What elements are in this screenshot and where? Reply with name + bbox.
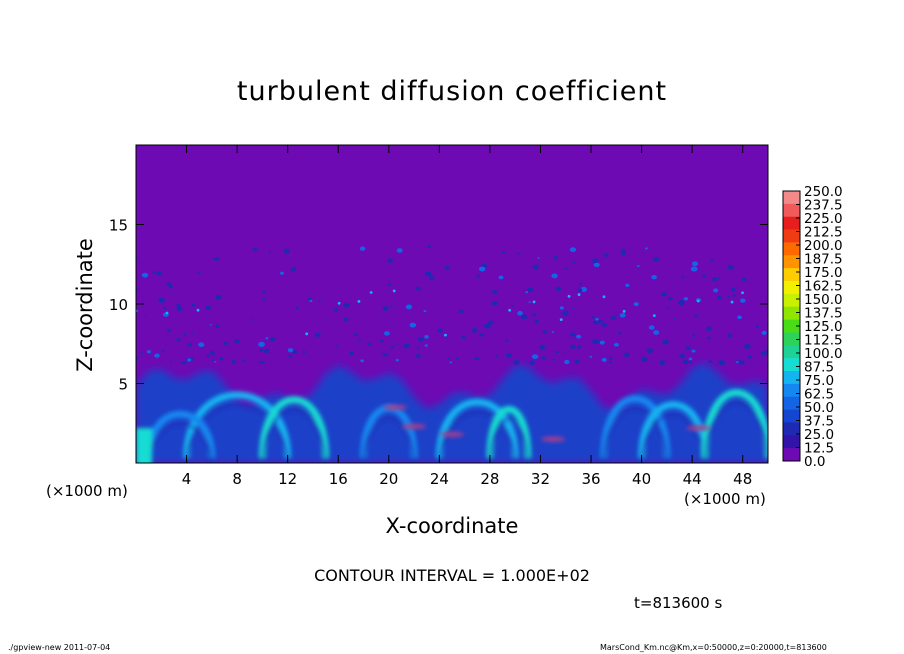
x-tick-label: 28 (480, 470, 499, 488)
time-label: t=813600 s (634, 594, 723, 612)
x-tick-label: 36 (581, 470, 600, 488)
colorbar-swatch (783, 435, 800, 449)
x-unit-label-right: (×1000 m) (684, 490, 766, 508)
colorbar-swatch (783, 371, 800, 385)
colorbar-label: 87.5 (804, 360, 834, 376)
x-tick-label: 12 (278, 470, 297, 488)
x-axis-label-text: X-coordinate (385, 514, 519, 538)
colorbar-label: 75.0 (804, 373, 834, 389)
colorbar-label: 250.0 (804, 184, 843, 200)
x-tick-label: 8 (232, 470, 242, 488)
heatmap-field (136, 244, 768, 463)
colorbar-label: 112.5 (804, 333, 843, 349)
colorbar-swatch (783, 422, 800, 436)
footer-right-text: MarsCond_Km.nc@Km,x=0:50000,z=0:20000,t=… (600, 643, 827, 652)
y-tick-label: 5 (118, 376, 128, 394)
colorbar-label: 225.0 (804, 211, 843, 227)
colorbar-label: 162.5 (804, 279, 843, 295)
scattered-eddies (136, 244, 768, 366)
contour-interval-text: CONTOUR INTERVAL = 1.000E+02 (314, 566, 590, 585)
x-tick-label: 40 (632, 470, 651, 488)
colorbar-swatch (783, 281, 800, 295)
chart-title: turbulent diffusion coefficient (236, 76, 668, 107)
colorbar-swatch (783, 242, 800, 256)
x-tick-label: 48 (733, 470, 752, 488)
colorbar-swatch (783, 268, 800, 282)
x-tick-label: 4 (182, 470, 192, 488)
colorbar-label: 25.0 (804, 427, 834, 443)
colorbar-swatch (783, 345, 800, 359)
y-axis-label: Z-coordinate (73, 238, 97, 372)
colorbar-label: 150.0 (804, 292, 843, 308)
colorbar-swatch (783, 319, 800, 333)
x-unit-label-left: (×1000 m) (46, 482, 128, 500)
colorbar-label: 237.5 (804, 198, 843, 214)
colorbar-swatch (783, 203, 800, 218)
x-tick-label: 24 (430, 470, 449, 488)
colorbar-swatch (783, 409, 800, 423)
colorbar-swatch (783, 396, 800, 410)
colorbar-swatch (783, 383, 800, 398)
colorbar-swatch (783, 448, 800, 462)
red-streaks (383, 404, 711, 442)
colorbar-label: 175.0 (804, 265, 843, 281)
y-tick-label: 15 (109, 217, 128, 235)
x-tick-label: 44 (683, 470, 702, 488)
x-axis-label: X-coordinate (0, 514, 904, 538)
colorbar: 250.0237.5225.0212.5200.0187.5175.0162.5… (782, 184, 843, 470)
footer-left-text: ./gpview-new 2011-07-04 (8, 643, 111, 652)
colorbar-label: 37.5 (804, 414, 834, 430)
colorbar-swatch (783, 191, 800, 205)
colorbar-label: 200.0 (804, 238, 843, 254)
x-tick-label: 32 (531, 470, 550, 488)
colorbar-swatch (783, 306, 800, 320)
colorbar-swatch (783, 293, 800, 308)
colorbar-swatch (783, 358, 800, 372)
colorbar-label: 62.5 (804, 387, 834, 403)
colorbar-label: 125.0 (804, 319, 843, 335)
colorbar-swatch (783, 255, 800, 269)
plumes (136, 389, 768, 463)
y-tick-label: 10 (109, 296, 128, 314)
colorbar-label: 187.5 (804, 252, 843, 268)
colorbar-label: 137.5 (804, 306, 843, 322)
x-tick-label: 16 (329, 470, 348, 488)
colorbar-label: 100.0 (804, 346, 843, 362)
colorbar-swatch (783, 229, 800, 243)
colorbar-label: 0.0 (804, 454, 825, 470)
colorbar-swatch (783, 332, 800, 346)
colorbar-label: 212.5 (804, 225, 843, 241)
colorbar-label: 50.0 (804, 400, 834, 416)
colorbar-swatch (783, 216, 800, 230)
colorbar-label: 12.5 (804, 441, 834, 457)
x-tick-label: 20 (379, 470, 398, 488)
